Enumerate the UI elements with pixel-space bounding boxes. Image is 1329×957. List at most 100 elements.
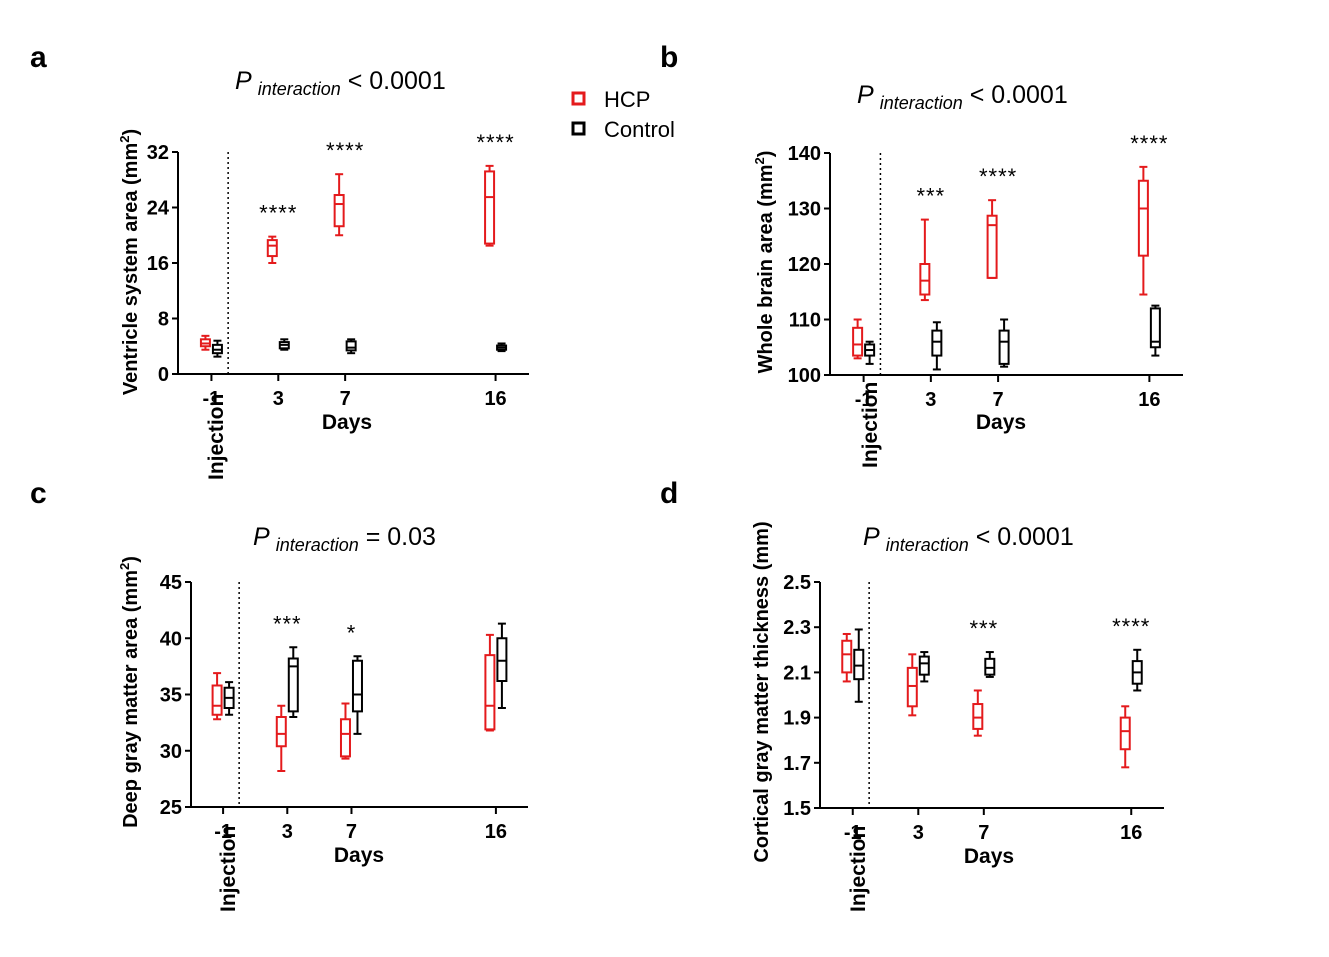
- legend-marker-control: [571, 121, 586, 136]
- box-body: [345, 340, 357, 352]
- panel-a-ylabel-close: ): [120, 129, 142, 136]
- panel-a-title: P interaction < 0.0001: [235, 67, 446, 99]
- box-body: [339, 718, 351, 758]
- panel-b-x-axis-title: Days: [976, 411, 1026, 434]
- panel-d-ylabel: Cortical gray matter thickness (mm): [751, 521, 773, 862]
- panel-d-title-prefix: P: [863, 523, 886, 551]
- panel-a: a P interaction < 0.0001 Ventricle syste…: [30, 41, 529, 480]
- box-control: [984, 651, 996, 678]
- significance-stars: ****: [326, 138, 364, 163]
- y-tick-label: 30: [160, 741, 182, 763]
- y-tick-label: 35: [160, 685, 182, 707]
- box-control: [918, 651, 930, 683]
- box-body: [266, 239, 278, 258]
- panel-c-x-axis-title: Days: [334, 844, 384, 867]
- significance-stars: ****: [259, 201, 297, 226]
- box-control: [998, 318, 1010, 368]
- legend-label-control: Control: [604, 117, 675, 142]
- panel-c-y-axis-title: Deep gray matter area (mm2): [117, 556, 142, 828]
- box-body: [853, 648, 865, 681]
- panel-a-x-axis-title: Days: [322, 411, 372, 434]
- box-body: [287, 657, 299, 713]
- box-body: [1137, 179, 1149, 257]
- panel-b-injection-label: Injection: [859, 382, 882, 468]
- y-tick-label: 100: [788, 365, 821, 387]
- panel-d-y-axis-title: Cortical gray matter thickness (mm): [751, 521, 773, 862]
- box-control: [345, 338, 357, 355]
- panel-c-ylabel: Deep gray matter area (mm: [120, 570, 142, 828]
- panel-a-injection-label: Injection: [205, 394, 228, 480]
- y-tick-label: 8: [158, 309, 169, 331]
- box-body: [484, 654, 496, 731]
- panel-b-ylabel-sup: 2: [752, 157, 767, 164]
- panel-c-title-prefix: P: [253, 523, 276, 551]
- box-body: [986, 214, 998, 279]
- box-hcp: [852, 318, 864, 360]
- x-tick-label: -1: [203, 388, 221, 410]
- box-control: [496, 342, 508, 353]
- box-control: [853, 628, 865, 703]
- panel-letter-b: b: [660, 41, 678, 74]
- box-control: [223, 681, 235, 716]
- y-tick-label: 130: [788, 199, 821, 221]
- y-tick-label: 1.9: [783, 708, 811, 730]
- box-body: [496, 637, 508, 682]
- box-body: [919, 263, 931, 296]
- panel-b-ylabel: Whole brain area (mm: [755, 164, 777, 373]
- box-control: [496, 622, 508, 709]
- box-hcp: [986, 199, 998, 279]
- box-body: [275, 716, 287, 748]
- panel-a-title-suffix: < 0.0001: [341, 67, 446, 95]
- box-body: [852, 326, 864, 357]
- box-body: [1149, 307, 1161, 349]
- box-hcp: [972, 689, 984, 737]
- x-tick-label: -1: [844, 822, 862, 844]
- y-tick-label: 1.7: [783, 753, 811, 775]
- panel-letter-c: c: [30, 477, 47, 510]
- box-body: [351, 659, 363, 713]
- box-hcp: [919, 218, 931, 302]
- box-hcp: [484, 633, 496, 732]
- y-tick-label: 110: [789, 310, 821, 332]
- panel-d-title: P interaction < 0.0001: [863, 523, 1074, 555]
- box-control: [278, 338, 290, 351]
- box-hcp: [333, 173, 345, 237]
- box-control: [1149, 304, 1161, 357]
- significance-stars: ***: [917, 184, 946, 209]
- legend: HCP Control: [571, 87, 675, 142]
- panel-c-ylabel-close: ): [120, 556, 142, 563]
- panel-b-title: P interaction < 0.0001: [857, 81, 1068, 113]
- significance-stars: ****: [1112, 614, 1150, 639]
- box-body: [1119, 716, 1131, 751]
- box-hcp: [199, 334, 211, 351]
- legend-marker-hcp: [571, 91, 586, 106]
- box-hcp: [275, 704, 287, 772]
- panel-b-title-suffix: < 0.0001: [963, 81, 1068, 109]
- box-hcp: [339, 702, 351, 760]
- y-tick-label: 1.5: [783, 798, 811, 820]
- panel-c-injection-label: Injection: [217, 826, 240, 912]
- box-hcp: [1119, 705, 1131, 769]
- box-body: [841, 639, 853, 674]
- box-hcp: [906, 653, 918, 717]
- box-body: [972, 703, 984, 730]
- x-tick-label: 16: [484, 388, 506, 410]
- box-control: [211, 339, 223, 358]
- box-hcp: [266, 235, 278, 264]
- box-hcp: [1137, 165, 1149, 296]
- x-tick-label: 16: [485, 821, 507, 843]
- box-control: [864, 340, 876, 365]
- y-tick-label: 32: [147, 142, 169, 164]
- x-tick-label: 16: [1120, 822, 1142, 844]
- box-body: [211, 684, 223, 716]
- box-control: [287, 646, 299, 718]
- panel-b: b P interaction < 0.0001 Whole brain are…: [660, 41, 1183, 468]
- significance-stars: *: [347, 620, 357, 645]
- y-tick-label: 24: [147, 198, 170, 220]
- legend-label-hcp: HCP: [604, 87, 650, 112]
- y-tick-label: 140: [788, 143, 821, 165]
- panel-b-title-sub: interaction: [880, 93, 963, 113]
- panel-letter-a: a: [30, 41, 47, 74]
